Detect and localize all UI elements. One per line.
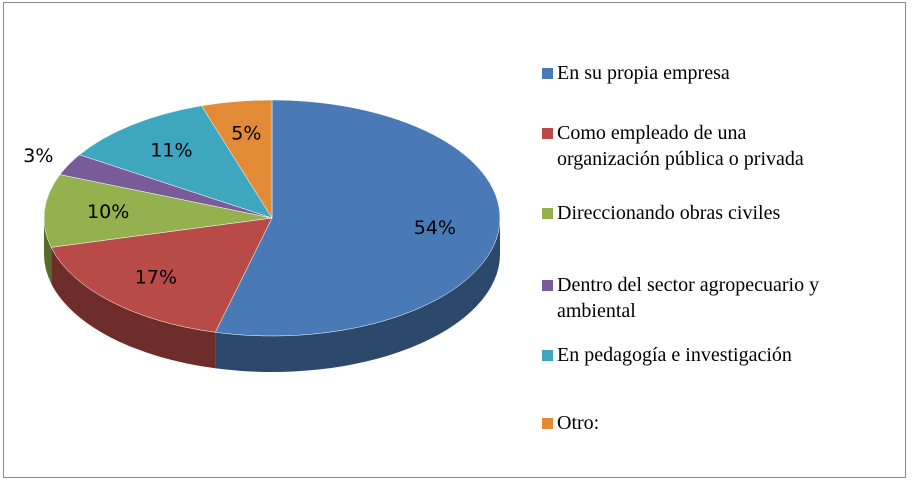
data-label: 5%: [231, 123, 261, 145]
chart-frame: [3, 2, 906, 478]
legend-swatch: [542, 280, 553, 291]
legend-item: Otro:: [540, 410, 599, 436]
slice-side-shade: [44, 218, 52, 284]
slice: [50, 217, 273, 333]
legend-swatch: [542, 350, 553, 361]
legend-label: Otro:: [557, 412, 600, 434]
legend-label: Direccionando obras civiles: [557, 202, 781, 224]
data-label: 3%: [23, 145, 53, 167]
slice: [78, 105, 273, 219]
legend-item: Como empleado de una organización públic…: [540, 120, 804, 172]
data-label: 54%: [414, 217, 456, 239]
slice-side-shade: [51, 247, 216, 369]
data-label: 11%: [150, 139, 192, 161]
slice-side: [44, 218, 52, 284]
slice: [214, 99, 501, 337]
legend-item: Dentro del sector agropecuario y ambient…: [540, 272, 819, 324]
legend-swatch: [542, 208, 553, 219]
slice: [43, 174, 273, 248]
legend-item: En su propia empresa: [540, 60, 730, 86]
legend-swatch: [542, 418, 553, 429]
legend-swatch: [542, 128, 553, 139]
slice-side: [51, 247, 216, 369]
legend-item: Direccionando obras civiles: [540, 200, 780, 226]
legend-swatch: [542, 68, 553, 79]
legend-item: En pedagogía e investigación: [540, 342, 792, 368]
slice: [201, 99, 273, 219]
data-label: 17%: [135, 267, 177, 289]
legend-label: Dentro del sector agropecuario y ambient…: [557, 274, 820, 322]
slice-side-shade: [215, 218, 500, 372]
data-label: 10%: [87, 201, 129, 223]
legend-label: En pedagogía e investigación: [557, 344, 792, 366]
slice-side: [215, 218, 500, 372]
legend-label: En su propia empresa: [557, 62, 730, 84]
legend-label: Como empleado de una organización públic…: [557, 122, 804, 170]
